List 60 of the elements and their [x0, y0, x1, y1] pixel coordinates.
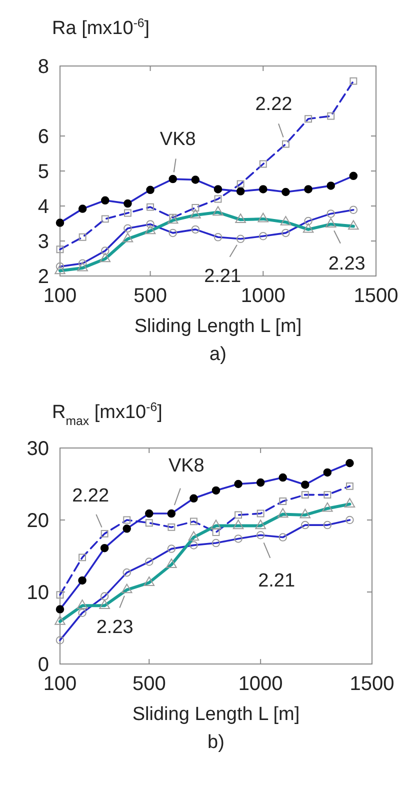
x-tick-label: 100: [43, 285, 77, 307]
y-tick-label: 2: [38, 266, 49, 288]
x-axis-title: Sliding Length L [m]: [132, 704, 300, 725]
y-tick-label: 0: [38, 654, 49, 676]
point: [301, 480, 310, 489]
text: b): [208, 732, 224, 753]
point: [146, 186, 154, 194]
x-tick-label: 1500: [354, 285, 398, 307]
point: [282, 188, 290, 196]
y-tick-label: 3: [38, 231, 49, 253]
point: [145, 509, 154, 518]
point: [236, 187, 245, 196]
x-tick-label: 500: [134, 285, 167, 307]
point: [278, 473, 287, 482]
point: [56, 218, 64, 227]
series-label: 2.21: [204, 266, 242, 288]
point: [78, 576, 86, 585]
series-label: 2.21: [258, 570, 296, 592]
y-tick-label: 5: [38, 161, 49, 183]
y-tick-label: 10: [26, 582, 49, 604]
y-axis-title: Ra [mx10$^{-6}$]: [52, 16, 150, 39]
point: [124, 199, 132, 208]
series-label: 2.22: [72, 486, 110, 507]
y-tick-label: 4: [38, 196, 49, 218]
series-label: 2.23: [96, 617, 134, 638]
x-axis-title: Sliding Length L [m]: [134, 316, 302, 337]
y-tick-label: 20: [26, 510, 49, 532]
point: [256, 478, 265, 487]
series-label: VK8: [160, 129, 196, 150]
point: [326, 182, 335, 190]
y-tick-label: 8: [38, 56, 49, 78]
y-axis-title: R$_{max}$ [mx10$^{-6}$]: [52, 400, 162, 428]
x-tick-label: 500: [132, 673, 166, 695]
x-tick-label: 1500: [350, 673, 394, 695]
y-tick-label: 30: [26, 438, 49, 460]
point: [304, 185, 312, 194]
point: [349, 172, 358, 180]
series-label: VK8: [168, 456, 204, 477]
y-tick-label: 6: [38, 126, 49, 148]
point: [346, 458, 354, 468]
point: [101, 196, 110, 205]
series-label: 2.23: [328, 254, 366, 274]
point: [122, 524, 131, 533]
x-tick-label: 100: [43, 673, 77, 695]
point: [100, 544, 109, 552]
point: [234, 480, 242, 488]
point: [78, 204, 87, 213]
x-tick-label: 1000: [238, 673, 283, 695]
point: [259, 185, 268, 194]
point: [167, 509, 176, 518]
point: [168, 174, 177, 184]
point: [56, 605, 64, 614]
point: [190, 494, 198, 503]
point: [323, 468, 332, 477]
series-label: 2.22: [255, 94, 292, 116]
x-tick-label: 1000: [240, 285, 286, 307]
point: [191, 176, 200, 184]
point: [214, 185, 222, 194]
point: [212, 486, 220, 495]
text: a): [210, 344, 226, 365]
